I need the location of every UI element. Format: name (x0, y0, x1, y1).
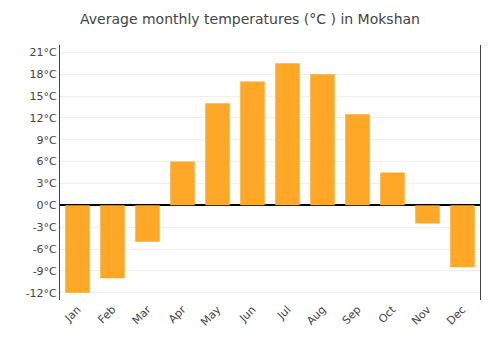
svg-text:18°C: 18°C (30, 68, 57, 81)
svg-text:Mar: Mar (130, 303, 154, 327)
svg-text:Aug: Aug (304, 303, 328, 327)
svg-text:-9°C: -9°C (33, 265, 57, 278)
svg-text:12°C: 12°C (30, 112, 57, 125)
svg-text:Jul: Jul (274, 303, 293, 322)
svg-text:9°C: 9°C (37, 134, 57, 147)
svg-text:Jan: Jan (62, 303, 84, 325)
svg-text:Jun: Jun (236, 303, 258, 325)
svg-text:3°C: 3°C (37, 177, 57, 190)
svg-text:Average monthly temperatures (: Average monthly temperatures (°C ) in Mo… (80, 11, 420, 27)
svg-text:Dec: Dec (444, 303, 468, 327)
svg-text:-12°C: -12°C (26, 287, 57, 300)
svg-text:21°C: 21°C (30, 46, 57, 59)
svg-text:15°C: 15°C (30, 90, 57, 103)
svg-text:6°C: 6°C (37, 155, 57, 168)
svg-text:Oct: Oct (376, 303, 399, 326)
svg-text:-3°C: -3°C (33, 221, 57, 234)
svg-text:Nov: Nov (409, 303, 434, 328)
svg-text:Apr: Apr (166, 303, 189, 326)
svg-text:Sep: Sep (340, 303, 364, 327)
svg-text:-6°C: -6°C (33, 243, 57, 256)
svg-text:Feb: Feb (96, 303, 119, 326)
svg-text:May: May (198, 303, 224, 329)
svg-text:0°C: 0°C (37, 199, 57, 212)
